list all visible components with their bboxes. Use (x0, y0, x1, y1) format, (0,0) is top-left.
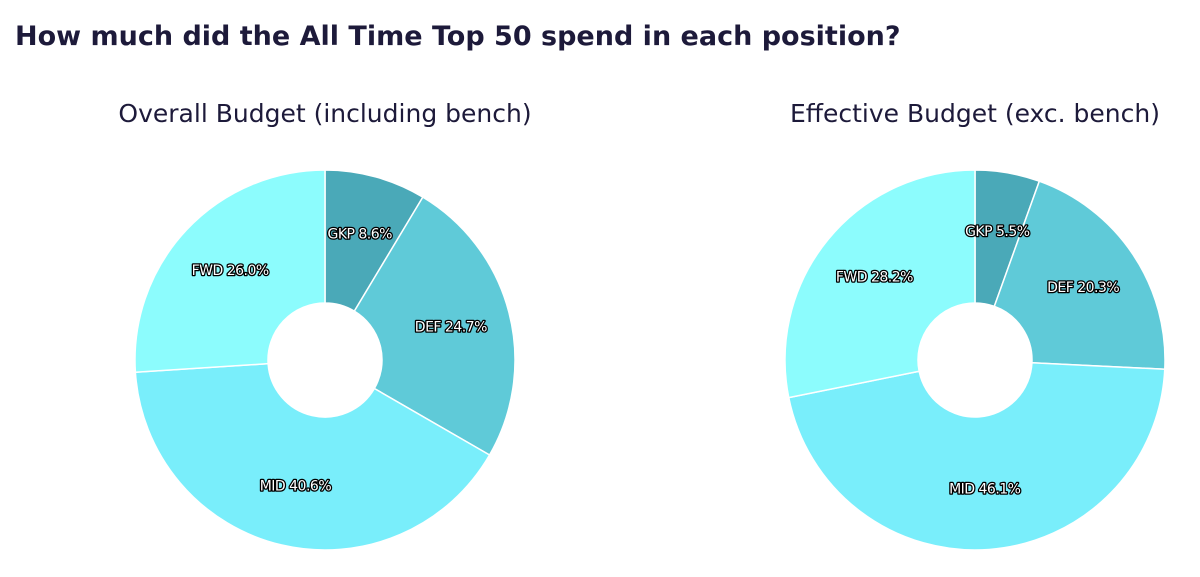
chart-title: Effective Budget (exc. bench) (790, 99, 1160, 128)
data-label: FWD 28.2% (836, 270, 913, 286)
pie-slice (134, 362, 491, 551)
pie-slice (353, 196, 516, 457)
data-label: MID 40.6% (260, 479, 332, 495)
data-label: GKP 5.5% (965, 224, 1030, 240)
data-label: DEF 24.7% (415, 319, 487, 335)
pie-slice (993, 180, 1166, 371)
data-label: MID 46.1% (949, 482, 1021, 498)
pie-slice (134, 169, 326, 374)
data-label: FWD 26.0% (192, 263, 269, 279)
pie-slice (787, 361, 1166, 551)
page-title: How much did the All Time Top 50 spend i… (15, 21, 901, 52)
pie-slice (784, 169, 976, 399)
chart-title: Overall Budget (including bench) (118, 99, 531, 128)
data-label: DEF 20.3% (1047, 280, 1119, 296)
data-label: GKP 8.6% (327, 227, 392, 243)
